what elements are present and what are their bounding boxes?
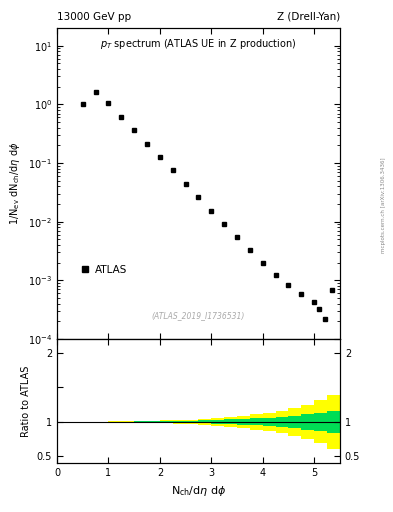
Bar [134,421,147,422]
Bar [173,420,185,424]
ATLAS [80,101,85,108]
Bar [275,417,288,427]
ATLAS [235,234,239,240]
ATLAS [106,100,111,106]
Bar [160,420,173,423]
Bar [237,416,250,428]
Bar [250,414,263,430]
ATLAS [273,272,278,278]
Text: Z (Drell-Yan): Z (Drell-Yan) [277,11,340,22]
ATLAS [312,300,317,306]
Text: mcplots.cern.ch [arXiv:1306.3436]: mcplots.cern.ch [arXiv:1306.3436] [381,157,386,252]
ATLAS [322,316,327,322]
Bar [263,413,275,431]
ATLAS [145,141,149,147]
ATLAS [158,154,162,160]
ATLAS [330,287,334,293]
Bar [301,414,314,430]
Bar [185,421,198,423]
Bar [198,419,211,425]
Bar [314,400,327,443]
Text: 13000 GeV pp: 13000 GeV pp [57,11,131,22]
ATLAS [209,208,214,215]
Legend: ATLAS: ATLAS [76,262,130,278]
ATLAS [299,291,304,297]
Bar [147,421,160,422]
ATLAS [132,127,136,134]
Bar [147,421,160,423]
ATLAS [222,221,226,227]
Bar [224,419,237,424]
Bar [185,420,198,424]
Bar [327,411,340,433]
ATLAS [171,167,175,174]
ATLAS [261,260,265,266]
Bar [134,421,147,423]
Text: (ATLAS_2019_I1736531): (ATLAS_2019_I1736531) [152,311,245,321]
Bar [198,420,211,423]
ATLAS [196,195,201,201]
ATLAS [183,181,188,187]
ATLAS [93,89,98,95]
Bar [121,421,134,422]
ATLAS [286,282,291,288]
Bar [160,421,173,423]
Bar [327,395,340,449]
ATLAS [317,306,322,312]
Bar [275,411,288,433]
X-axis label: N$_{\rm ch}$/d$\eta$ d$\phi$: N$_{\rm ch}$/d$\eta$ d$\phi$ [171,484,226,498]
ATLAS [119,114,124,120]
ATLAS [248,247,252,253]
Text: $p_T$ spectrum (ATLAS UE in Z production): $p_T$ spectrum (ATLAS UE in Z production… [100,37,297,52]
Bar [301,404,314,439]
Y-axis label: Ratio to ATLAS: Ratio to ATLAS [21,366,31,437]
Bar [211,420,224,424]
Bar [237,419,250,425]
Bar [211,418,224,425]
Line: ATLAS: ATLAS [80,89,335,322]
Bar [314,413,327,431]
Bar [250,418,263,425]
Bar [108,421,121,422]
Bar [288,416,301,428]
Y-axis label: 1/N$_{\rm ev}$ dN$_{\rm ch}$/d$\eta$ d$\phi$: 1/N$_{\rm ev}$ dN$_{\rm ch}$/d$\eta$ d$\… [8,142,22,225]
Bar [288,408,301,436]
Bar [224,417,237,426]
Bar [173,421,185,423]
Bar [121,421,134,422]
Bar [263,418,275,426]
